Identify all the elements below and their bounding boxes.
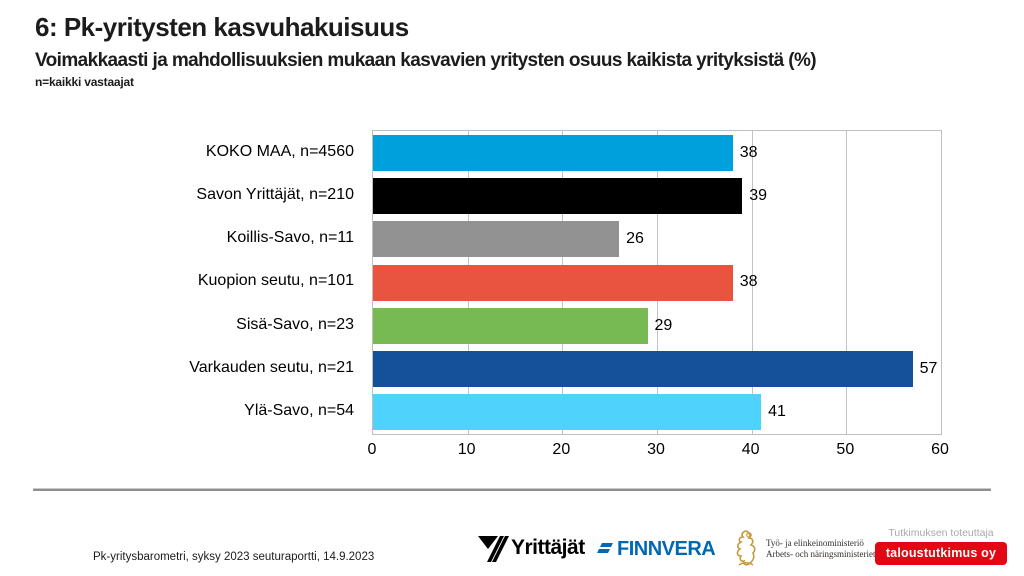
category-axis: KOKO MAA, n=4560 Savon Yrittäjät, n=210 Ko…: [0, 130, 362, 433]
sample-note: n=kaikki vastaajat: [35, 75, 134, 89]
ministry-logo: Työ- ja elinkeinoministeriö Arbets- och …: [733, 529, 875, 569]
category-label: Kuopion seutu, n=101: [197, 272, 354, 290]
x-axis: 0 10 20 30 40 50 60: [368, 441, 949, 461]
value-label: 41: [768, 403, 786, 421]
yrittajat-triangle-icon: [478, 536, 509, 562]
header: 6: Pk-yritysten kasvuhakuisuus Voimakkaa…: [35, 10, 1005, 89]
taloustutkimus-badge: taloustutkimus oy: [874, 542, 1008, 565]
taloustutkimus-logo: Tutkimuksen toteuttaja taloustutkimus oy: [866, 527, 1016, 565]
bar: [373, 307, 648, 344]
ministry-lion-icon: [736, 530, 756, 566]
x-tick-label: 60: [931, 441, 949, 458]
x-tick-label: 0: [367, 441, 377, 458]
x-tick-label: 50: [836, 441, 855, 458]
ministry-name-fi: Työ- ja elinkeinoministeriö: [766, 538, 864, 548]
bar: [373, 351, 913, 388]
yrittajat-wordmark: Yrittäjät: [511, 536, 585, 559]
category-label: Varkauden seutu, n=21: [189, 359, 354, 377]
plot-area: 38 39 26 38 29 57 41: [372, 130, 942, 435]
value-label: 57: [919, 360, 938, 378]
x-tick-label: 30: [647, 441, 665, 458]
page-title: 6: Pk-yritysten kasvuhakuisuus: [35, 12, 409, 42]
ministry-name: Työ- ja elinkeinoministeriö Arbets- och …: [766, 538, 875, 560]
value-label: 38: [739, 273, 758, 291]
category-label: Savon Yrittäjät, n=210: [196, 185, 354, 203]
source-text: Pk-yritysbarometri, syksy 2023 seuturapo…: [93, 551, 375, 563]
category-label: KOKO MAA, n=4560: [205, 142, 354, 160]
bar: [373, 221, 620, 258]
x-tick-label: 10: [457, 441, 476, 458]
value-label: 26: [626, 230, 644, 248]
ministry-name-sv: Arbets- och näringsministeriet: [766, 549, 876, 559]
page-subtitle: Voimakkaasti ja mahdollisuuksien mukaan …: [35, 50, 817, 71]
bar: [373, 394, 762, 431]
finnvera-wordmark: FINNVERA: [617, 538, 716, 560]
bar: [373, 264, 733, 301]
research-caption: Tutkimuksen toteuttaja: [888, 527, 994, 539]
finnvera-mark-icon: [597, 542, 613, 553]
value-label: 38: [739, 143, 758, 161]
logo-strip: Yrittäjät FINNVERA Työ- ja elinkeinomini…: [0, 524, 1024, 576]
category-label: Sisä-Savo, n=23: [236, 315, 354, 333]
x-tick-label: 40: [741, 441, 760, 458]
value-label: 39: [749, 186, 767, 204]
yrittajat-logo: Yrittäjät: [477, 532, 585, 564]
category-label: Ylä-Savo, n=54: [244, 402, 354, 420]
finnvera-logo: FINNVERA: [597, 538, 716, 561]
category-label: Koillis-Savo, n=11: [226, 229, 354, 247]
value-label: 29: [654, 316, 673, 334]
gridline: [846, 131, 848, 434]
gridline: [751, 131, 753, 434]
bar: [373, 134, 733, 171]
bar: [373, 177, 743, 214]
x-tick-label: 20: [552, 441, 571, 458]
footer-divider: [33, 488, 991, 491]
